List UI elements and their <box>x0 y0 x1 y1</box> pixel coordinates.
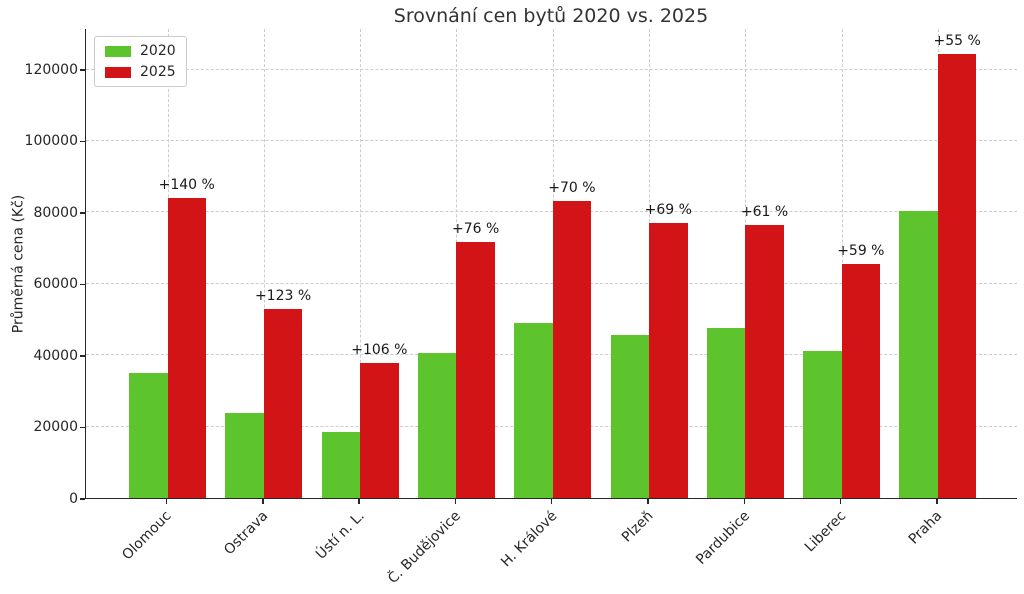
annotation-h-kr-lov: +70 % <box>548 179 596 196</box>
annotation-bud-jovice: +76 % <box>451 221 500 238</box>
bar-2025-ostrava <box>263 308 303 498</box>
bar-2020-liberec <box>803 350 842 498</box>
legend-swatch-2020 <box>105 45 131 57</box>
ytick-mark-80000 <box>80 212 85 214</box>
xtick-mark-st-n-l <box>358 499 360 504</box>
ytick-label-0: 0 <box>69 491 78 507</box>
xtick-mark-olomouc <box>165 499 168 504</box>
legend-swatch-2025 <box>105 66 131 78</box>
bar-2025-pardubice <box>745 224 784 498</box>
bar-2025-liberec <box>841 263 881 498</box>
annotation-liberec: +59 % <box>837 242 885 259</box>
bar-2025-st-n-l <box>360 362 399 498</box>
bar-2025-h-kr-lov <box>552 200 592 498</box>
ytick-mark-60000 <box>80 283 85 286</box>
xtick-mark-pardubice <box>743 499 746 504</box>
bar-2020-olomouc <box>129 373 168 498</box>
bar-2025-olomouc <box>167 198 206 498</box>
ytick-label-40000: 40000 <box>33 347 78 364</box>
ytick-label-100000: 100000 <box>24 133 78 150</box>
legend-item-2025: 2025 <box>105 65 176 79</box>
xtick-mark-bud-jovice <box>454 499 457 504</box>
annotation-olomouc: +140 % <box>158 177 215 194</box>
bar-2025-bud-jovice <box>456 242 495 498</box>
ytick-mark-100000 <box>80 140 85 143</box>
chart-title: Srovnání cen bytů 2020 vs. 2025 <box>393 5 709 27</box>
ytick-mark-0 <box>80 498 85 500</box>
annotation-pardubice: +61 % <box>740 203 789 220</box>
bar-2025-plze <box>649 223 688 498</box>
legend: 2020 2025 <box>94 36 187 87</box>
xtick-mark-ostrava <box>262 499 264 504</box>
annotation-st-n-l: +106 % <box>351 341 408 358</box>
xtick-mark-h-kr-lov <box>550 499 553 504</box>
annotation-praha: +55 % <box>933 32 981 49</box>
legend-label-2025: 2025 <box>140 64 176 80</box>
xtick-mark-liberec <box>839 499 842 504</box>
bar-2020-bud-jovice <box>417 352 457 498</box>
bar-2025-praha <box>937 53 977 498</box>
bar-2020-st-n-l <box>321 432 361 498</box>
ytick-mark-20000 <box>80 426 85 429</box>
legend-label-2020: 2020 <box>140 43 176 59</box>
bar-2020-ostrava <box>225 413 264 498</box>
gridline-x-ostrava <box>263 29 265 498</box>
bar-2020-plze <box>610 335 649 498</box>
gridline-y-80000 <box>86 211 1017 213</box>
ytick-label-120000: 120000 <box>24 61 78 78</box>
gridline-y-100000 <box>86 140 1017 142</box>
ytick-mark-120000 <box>80 69 85 71</box>
gridline-x-st-n-l <box>360 29 362 498</box>
xtick-mark-praha <box>936 499 938 504</box>
bar-2020-praha <box>899 211 938 498</box>
annotation-plze: +69 % <box>644 202 692 219</box>
plot-area: +140 % +123 % +106 % +76 % +70 % +69 % +61 % +5… <box>85 29 1017 499</box>
annotation-ostrava: +123 % <box>254 287 312 304</box>
bar-2020-h-kr-lov <box>514 323 553 498</box>
ytick-mark-40000 <box>80 355 85 357</box>
ytick-label-80000: 80000 <box>33 204 78 221</box>
ytick-label-60000: 60000 <box>33 276 78 293</box>
xtick-mark-plze <box>647 499 649 504</box>
bar-2020-pardubice <box>706 328 746 498</box>
ytick-label-20000: 20000 <box>33 419 78 436</box>
legend-item-2020: 2020 <box>105 44 176 58</box>
gridline-y-120000 <box>86 68 1017 70</box>
gridline-y-60000 <box>86 282 1017 284</box>
